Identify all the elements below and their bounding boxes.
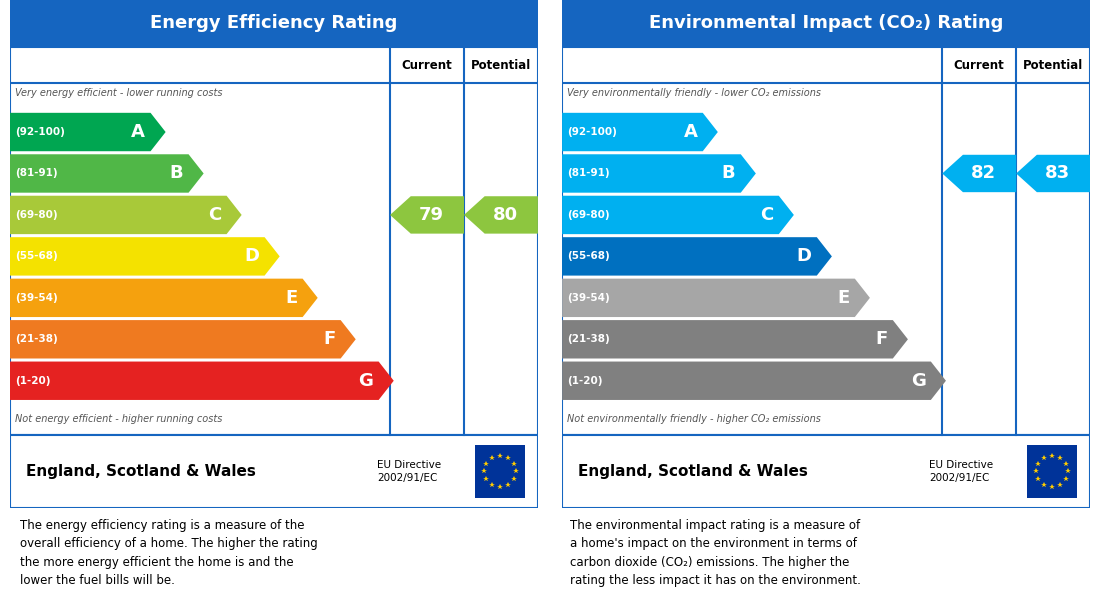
Text: Environmental Impact (CO₂) Rating: Environmental Impact (CO₂) Rating [649, 14, 1003, 33]
Text: (1-20): (1-20) [15, 376, 51, 386]
Bar [562, 47, 1090, 434]
Text: G: G [359, 371, 373, 390]
Text: The energy efficiency rating is a measure of the
overall efficiency of a home. T: The energy efficiency rating is a measur… [20, 519, 318, 588]
Bar [474, 445, 525, 498]
Polygon shape [562, 362, 946, 400]
Bar [1026, 445, 1077, 498]
Polygon shape [10, 362, 394, 400]
Polygon shape [464, 197, 538, 233]
Text: (39-54): (39-54) [568, 293, 611, 303]
Polygon shape [943, 155, 1016, 192]
Polygon shape [1016, 155, 1090, 192]
Text: Not energy efficient - higher running costs: Not energy efficient - higher running co… [15, 415, 222, 424]
Bar [562, 434, 1090, 508]
Bar [10, 434, 538, 508]
Text: (55-68): (55-68) [568, 251, 611, 261]
Text: 79: 79 [419, 206, 443, 224]
Polygon shape [10, 237, 279, 275]
Text: EU Directive
2002/91/EC: EU Directive 2002/91/EC [377, 460, 441, 483]
Text: (1-20): (1-20) [568, 376, 603, 386]
Text: (21-38): (21-38) [15, 334, 58, 344]
Text: B: B [169, 164, 184, 182]
Text: Current: Current [954, 59, 1004, 71]
Bar [562, 0, 1090, 47]
Polygon shape [10, 196, 242, 234]
Text: B: B [722, 164, 736, 182]
Text: D: D [244, 248, 260, 265]
Text: F: F [323, 330, 336, 348]
Text: C: C [208, 206, 221, 224]
Text: A: A [131, 123, 145, 141]
Polygon shape [562, 196, 794, 234]
Text: The environmental impact rating is a measure of
a home's impact on the environme: The environmental impact rating is a mea… [570, 519, 860, 588]
Text: C: C [760, 206, 773, 224]
Text: (69-80): (69-80) [15, 210, 58, 220]
Text: (92-100): (92-100) [568, 127, 617, 137]
Text: A: A [683, 123, 697, 141]
Text: Energy Efficiency Rating: Energy Efficiency Rating [151, 14, 397, 33]
Text: 80: 80 [493, 206, 518, 224]
Text: Current: Current [402, 59, 452, 71]
Polygon shape [562, 237, 832, 275]
Text: D: D [796, 248, 812, 265]
Text: England, Scotland & Wales: England, Scotland & Wales [578, 464, 807, 479]
Bar [10, 47, 538, 434]
Bar [10, 0, 538, 47]
Polygon shape [390, 197, 464, 233]
Polygon shape [10, 154, 204, 193]
Text: (81-91): (81-91) [15, 169, 58, 179]
Text: 83: 83 [1045, 164, 1070, 182]
Polygon shape [562, 154, 756, 193]
Polygon shape [10, 320, 355, 359]
Text: (39-54): (39-54) [15, 293, 58, 303]
Text: Not environmentally friendly - higher CO₂ emissions: Not environmentally friendly - higher CO… [568, 415, 822, 424]
Text: (69-80): (69-80) [568, 210, 611, 220]
Text: F: F [876, 330, 888, 348]
Text: Very environmentally friendly - lower CO₂ emissions: Very environmentally friendly - lower CO… [568, 88, 822, 98]
Text: (92-100): (92-100) [15, 127, 65, 137]
Text: E: E [285, 289, 297, 307]
Text: 82: 82 [971, 164, 996, 182]
Text: E: E [837, 289, 849, 307]
Polygon shape [562, 320, 908, 359]
Polygon shape [562, 113, 718, 151]
Text: Potential: Potential [1023, 59, 1084, 71]
Text: EU Directive
2002/91/EC: EU Directive 2002/91/EC [930, 460, 993, 483]
Text: (21-38): (21-38) [568, 334, 611, 344]
Text: (81-91): (81-91) [568, 169, 611, 179]
Text: G: G [911, 371, 925, 390]
Text: (55-68): (55-68) [15, 251, 58, 261]
Polygon shape [10, 278, 318, 317]
Polygon shape [10, 113, 166, 151]
Polygon shape [562, 278, 870, 317]
Text: Very energy efficient - lower running costs: Very energy efficient - lower running co… [15, 88, 222, 98]
Text: Potential: Potential [471, 59, 531, 71]
Text: England, Scotland & Wales: England, Scotland & Wales [25, 464, 255, 479]
